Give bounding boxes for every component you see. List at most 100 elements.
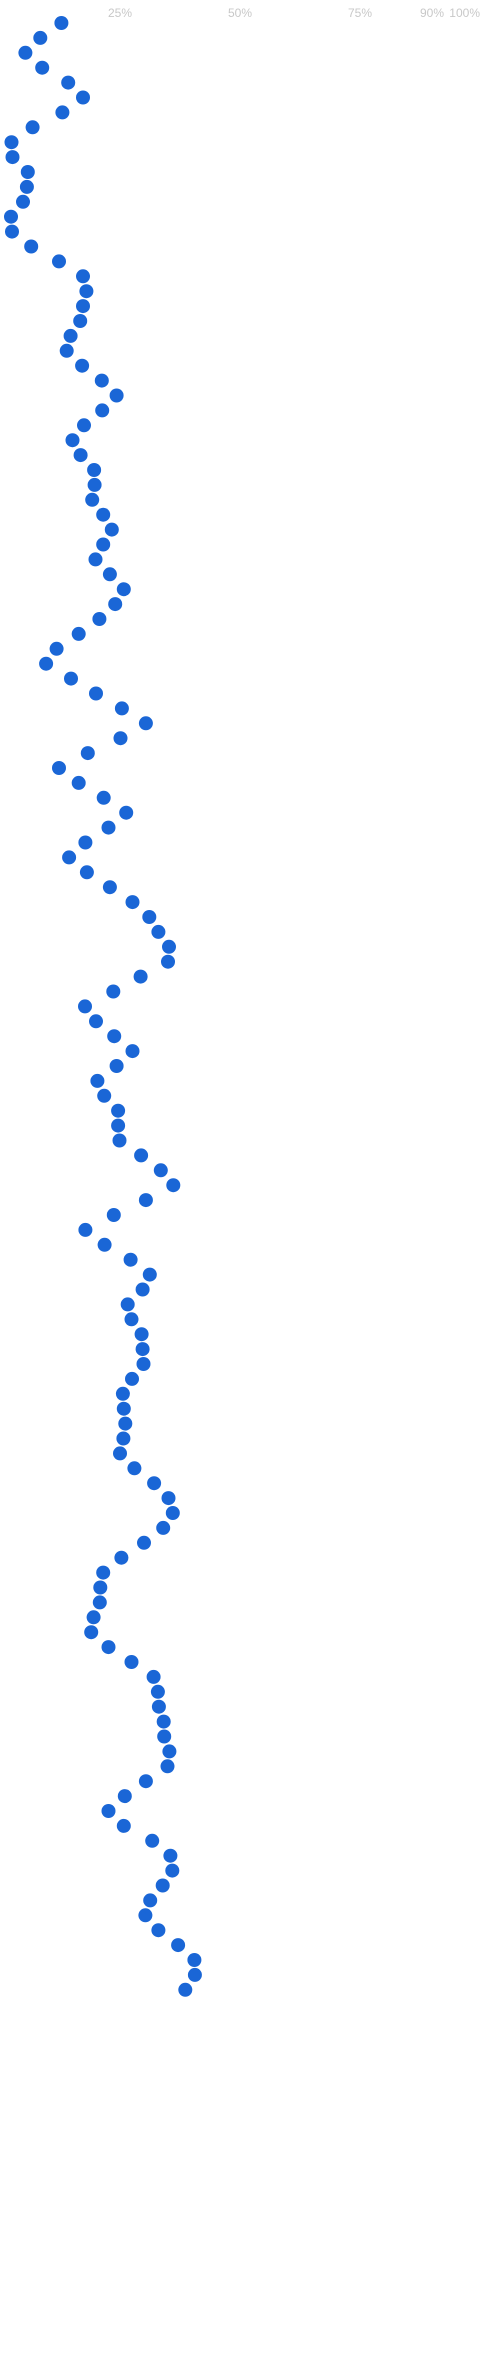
data-point	[127, 1461, 142, 1476]
data-point	[114, 1550, 129, 1565]
data-point	[80, 746, 95, 761]
data-point	[165, 1506, 180, 1520]
data-point	[138, 1774, 153, 1789]
data-point	[118, 1416, 133, 1431]
data-point	[55, 105, 70, 120]
data-point	[162, 1744, 177, 1759]
data-point	[178, 1982, 193, 1997]
data-point	[113, 731, 128, 746]
data-point	[59, 343, 74, 358]
data-point	[78, 1222, 93, 1237]
data-point	[134, 1327, 149, 1342]
data-point	[96, 1565, 111, 1580]
data-point	[92, 1595, 107, 1610]
data-point	[25, 120, 40, 135]
data-point	[24, 239, 39, 254]
data-point	[61, 75, 76, 90]
data-point	[54, 16, 69, 30]
data-point	[5, 150, 20, 165]
data-point	[147, 1476, 162, 1491]
data-point	[96, 507, 111, 522]
data-point	[79, 284, 94, 299]
data-point	[77, 418, 91, 433]
data-point	[4, 209, 18, 224]
data-point	[151, 1923, 166, 1938]
data-point	[107, 1029, 122, 1044]
data-point	[90, 1073, 105, 1088]
data-point	[153, 1163, 168, 1178]
data-points	[4, 16, 202, 1997]
data-point	[39, 656, 54, 671]
data-point	[49, 641, 64, 656]
data-point	[19, 179, 34, 194]
data-point	[187, 1953, 202, 1967]
data-point	[142, 1267, 157, 1282]
data-point	[187, 1967, 202, 1982]
data-point	[124, 1312, 139, 1327]
data-point	[20, 165, 35, 179]
data-point	[73, 314, 88, 328]
data-point	[157, 1729, 172, 1744]
data-point	[101, 1804, 116, 1818]
data-point	[166, 1178, 181, 1193]
data-point	[136, 1357, 151, 1371]
x-axis: 25% 50% 75% 90% 100%	[108, 6, 480, 20]
data-point	[125, 1044, 140, 1059]
data-point	[101, 820, 116, 835]
data-point	[104, 522, 119, 537]
data-point	[134, 1148, 149, 1163]
data-point	[115, 1386, 130, 1401]
data-point	[113, 1446, 127, 1461]
data-point	[151, 1699, 166, 1714]
data-point	[155, 1878, 170, 1893]
data-point	[93, 1580, 108, 1595]
data-point	[150, 1684, 165, 1699]
data-point	[94, 373, 109, 388]
data-point	[117, 1789, 132, 1804]
data-point	[142, 910, 157, 924]
data-point	[16, 194, 30, 209]
data-point	[133, 969, 148, 984]
data-point	[97, 1088, 112, 1103]
x-tick-label: 25%	[108, 6, 132, 20]
data-point	[87, 463, 102, 477]
data-point	[116, 1431, 131, 1446]
data-point	[125, 895, 140, 910]
data-point	[114, 701, 129, 716]
data-point	[161, 1491, 176, 1506]
data-point	[95, 403, 110, 418]
data-point	[124, 1655, 139, 1669]
data-point	[120, 1297, 135, 1312]
data-point	[135, 1342, 150, 1357]
data-point	[161, 954, 175, 969]
data-point	[88, 552, 103, 567]
data-point	[52, 761, 66, 775]
data-point	[92, 612, 107, 626]
data-point	[96, 790, 111, 805]
data-point	[106, 984, 121, 999]
x-tick-label: 100%	[449, 6, 480, 20]
data-point	[146, 1669, 161, 1684]
data-point	[76, 299, 90, 314]
x-tick-label: 90%	[420, 6, 444, 20]
data-point	[125, 1371, 139, 1386]
data-point	[151, 924, 166, 939]
data-point	[106, 1208, 121, 1222]
data-point	[145, 1833, 160, 1848]
data-point	[71, 626, 86, 641]
data-point	[33, 30, 48, 45]
data-point	[79, 865, 94, 880]
data-point	[111, 1103, 126, 1118]
data-point	[111, 1118, 126, 1133]
data-point	[18, 45, 33, 60]
data-point	[89, 686, 103, 701]
data-point	[71, 775, 86, 790]
data-point	[78, 835, 93, 850]
data-point	[97, 1237, 112, 1252]
data-point	[135, 1282, 150, 1297]
data-point	[84, 1625, 99, 1640]
data-point	[63, 328, 78, 343]
data-point	[143, 1893, 158, 1908]
